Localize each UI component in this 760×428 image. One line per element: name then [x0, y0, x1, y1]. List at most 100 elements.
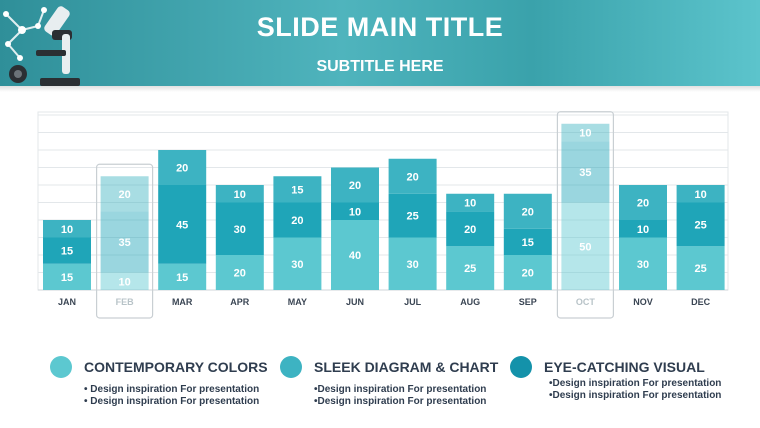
data-label: 10	[61, 224, 73, 236]
x-tick-label: JUN	[346, 297, 364, 307]
data-label: 20	[522, 206, 534, 218]
legend-title: CONTEMPORARY COLORS	[84, 359, 268, 375]
data-label: 35	[118, 237, 130, 249]
bar-segment-may-2	[273, 202, 322, 238]
x-tick-label: APR	[230, 297, 250, 307]
data-label: 20	[234, 268, 246, 280]
legend-description: • Design inspiration For presentation	[84, 384, 260, 395]
bar-segment-jun-2	[331, 202, 379, 220]
data-label: 20	[522, 268, 534, 280]
bar-segment-feb-2	[100, 211, 149, 273]
data-label: 20	[464, 224, 476, 236]
data-label: 20	[406, 171, 418, 183]
legend-dot	[510, 356, 532, 378]
legend-title: EYE-CATCHING VISUAL	[544, 359, 705, 375]
x-tick-label: SEP	[519, 297, 537, 307]
x-tick-label: AUG	[460, 297, 480, 307]
data-label: 10	[694, 189, 706, 201]
data-label: 50	[579, 241, 591, 253]
bar-segment-mar-1	[158, 263, 207, 290]
header-shadow	[0, 86, 760, 92]
bar-segment-jan-1	[43, 263, 91, 290]
data-label: 20	[291, 215, 303, 227]
bar-segment-nov-1	[619, 237, 667, 290]
data-label: 45	[176, 219, 188, 231]
data-label: 20	[637, 198, 649, 210]
x-tick-label: DEC	[691, 297, 711, 307]
data-label: 15	[522, 237, 534, 249]
bar-segment-oct-2	[561, 141, 610, 203]
data-label: 10	[464, 198, 476, 210]
bar-segment-oct-1	[561, 202, 610, 290]
data-label: 20	[118, 189, 130, 201]
bar-segment-sep-3	[503, 193, 552, 229]
x-tick-label: NOV	[633, 297, 653, 307]
bar-segment-dec-1	[676, 246, 725, 290]
legend-dot	[280, 356, 302, 378]
legend-title: SLEEK DIAGRAM & CHART	[314, 359, 499, 375]
bar-segment-dec-3	[676, 185, 725, 203]
bar-segment-may-3	[273, 176, 322, 203]
bar-segment-jul-2	[388, 193, 437, 238]
x-tick-label: JUL	[404, 297, 422, 307]
bar-segment-may-1	[273, 237, 322, 290]
bar-segment-aug-2	[446, 211, 495, 247]
slide-subtitle: SUBTITLE HERE	[316, 58, 444, 75]
data-label: 10	[349, 206, 361, 218]
data-label: 35	[579, 167, 591, 179]
bar-segment-aug-3	[446, 193, 495, 212]
data-label: 25	[464, 263, 476, 275]
data-label: 15	[291, 184, 303, 196]
bar-segment-jul-3	[388, 158, 437, 194]
data-label: 30	[406, 259, 418, 271]
bar-segment-apr-3	[215, 185, 264, 203]
bar-segment-jun-1	[331, 220, 379, 290]
legend-description: •Design inspiration For presentation	[549, 378, 722, 389]
slide-title: SLIDE MAIN TITLE	[256, 12, 504, 42]
data-label: 30	[291, 259, 303, 271]
bar-segment-oct-3	[561, 123, 610, 142]
legend-description: •Design inspiration For presentation	[549, 390, 722, 401]
x-tick-label: MAY	[288, 297, 307, 307]
data-label: 40	[349, 250, 361, 262]
legend-description: •Design inspiration For presentation	[314, 396, 487, 407]
data-label: 25	[406, 211, 418, 223]
x-tick-label: MAR	[172, 297, 193, 307]
data-label: 30	[234, 224, 246, 236]
stacked-bar-chart: 15 15 10 JAN 10 35 20 FEB 15 45 20 MAR 20 30 10 APR 30 20…	[37, 111, 729, 319]
bar-segment-dec-2	[676, 202, 725, 247]
highlight-frame-oct	[556, 111, 615, 319]
bar-segment-jul-1	[388, 237, 437, 290]
data-label: 25	[694, 263, 706, 275]
bar-segment-feb-1	[100, 272, 149, 290]
data-label: 15	[61, 246, 73, 258]
bar-segment-jan-2	[43, 237, 91, 264]
legend-description: • Design inspiration For presentation	[84, 396, 260, 407]
x-tick-label: FEB	[116, 297, 135, 307]
data-label: 15	[61, 272, 73, 284]
x-tick-label: OCT	[576, 297, 596, 307]
data-label: 10	[637, 224, 649, 236]
bar-segment-apr-2	[215, 202, 264, 255]
bar-segment-apr-1	[215, 255, 264, 290]
x-tick-label: JAN	[58, 297, 76, 307]
bar-segment-jun-3	[331, 167, 379, 203]
bar-segment-jan-3	[43, 220, 91, 238]
data-label: 10	[234, 189, 246, 201]
bar-segment-sep-2	[503, 228, 552, 255]
data-label: 20	[176, 163, 188, 175]
legend-description: •Design inspiration For presentation	[314, 384, 487, 395]
bar-segment-sep-1	[503, 255, 552, 290]
bar-segment-aug-1	[446, 246, 495, 290]
bar-segment-mar-3	[158, 150, 207, 185]
bar-segment-nov-2	[619, 220, 667, 238]
data-label: 30	[637, 259, 649, 271]
bar-segment-feb-3	[100, 176, 149, 212]
highlight-frame-feb	[95, 163, 154, 319]
data-label: 10	[118, 276, 130, 288]
legend-dot	[50, 356, 72, 378]
data-label: 15	[176, 272, 188, 284]
bar-segment-nov-3	[619, 185, 667, 220]
bar-segment-mar-2	[158, 185, 207, 264]
data-label: 25	[694, 219, 706, 231]
